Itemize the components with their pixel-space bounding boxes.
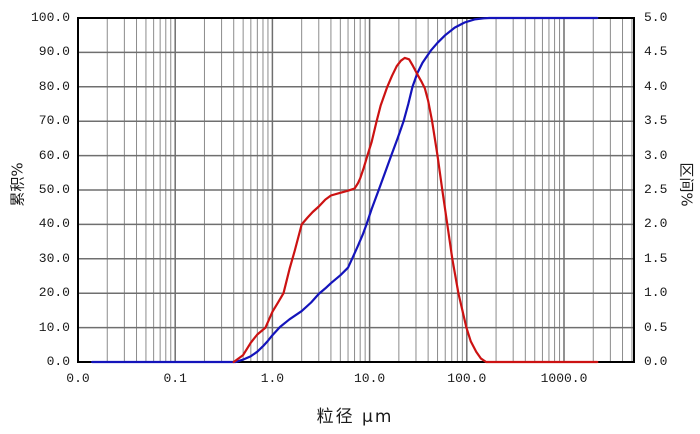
- x-tick-label: 1000.0: [540, 371, 588, 386]
- y-right-tick-label: 2.0: [644, 216, 668, 232]
- y-left-tick-label: 70.0: [38, 113, 70, 129]
- y-left-tick-label: 0.0: [46, 354, 70, 369]
- plot-frame: [77, 17, 635, 363]
- y-left-tick-label: 50.0: [38, 182, 70, 197]
- y-right-tick-label: 4.0: [644, 78, 668, 94]
- x-tick-label: 100.0: [447, 371, 487, 386]
- y-right-tick-label: 0.5: [644, 319, 668, 335]
- x-tick-label: 0.0: [66, 371, 90, 386]
- y-right-tick-label: 3.5: [644, 113, 668, 129]
- x-tick-label: 10.0: [353, 371, 386, 386]
- y-right-tick-label: 4.5: [644, 44, 668, 60]
- y-right-tick-label: 5.0: [644, 10, 668, 25]
- y-left-tick-label: 10.0: [38, 319, 70, 335]
- y-right-tick-label: 1.0: [644, 285, 668, 301]
- y-right-tick-label: 1.5: [644, 250, 668, 266]
- y-left-tick-label: 80.0: [38, 78, 70, 94]
- y-left-tick-label: 90.0: [38, 44, 70, 60]
- x-tick-label: 0.1: [163, 371, 187, 386]
- y-left-tick-label: 30.0: [38, 250, 70, 266]
- y-left-tick-label: 60.0: [38, 147, 70, 163]
- interval-percent-curve: [232, 56, 599, 364]
- y-left-tick-label: 40.0: [38, 216, 70, 232]
- cumulative-percent-curve: [91, 16, 599, 364]
- x-axis-title: 粒径 μm: [316, 407, 394, 427]
- y-right-tick-label: 3.0: [644, 147, 668, 163]
- y-left-tick-label: 20.0: [38, 285, 70, 301]
- y-left-tick-label: 100.0: [30, 10, 70, 25]
- y-right-tick-label: 2.5: [644, 182, 668, 197]
- y-right-tick-label: 0.0: [644, 354, 668, 369]
- y-right-axis-title: 区间%: [677, 162, 696, 207]
- x-tick-label: 1.0: [260, 371, 285, 386]
